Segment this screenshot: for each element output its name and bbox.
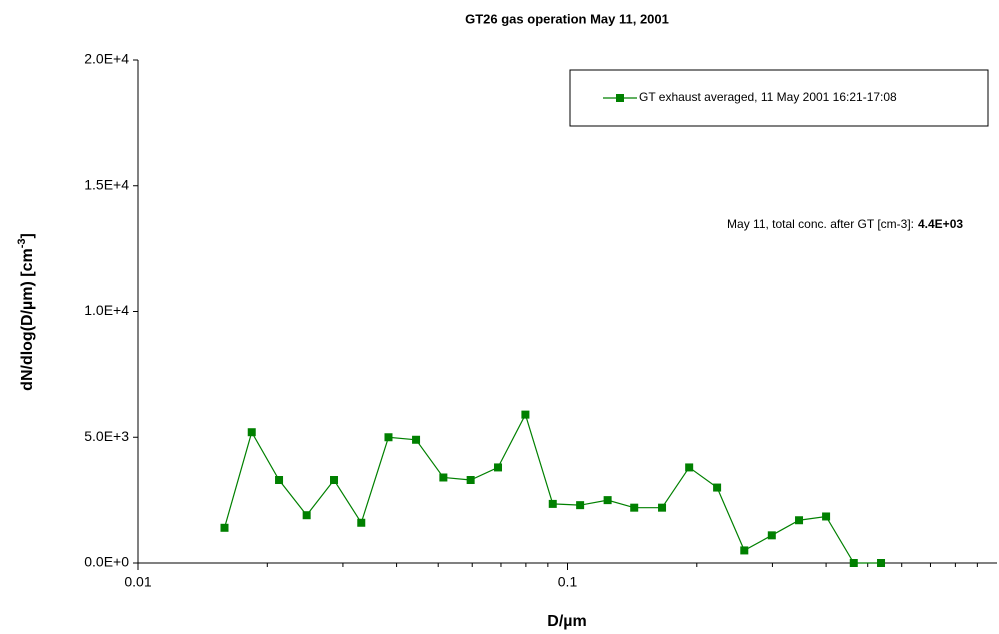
marker xyxy=(548,499,557,508)
marker xyxy=(357,518,366,527)
marker xyxy=(658,503,667,512)
marker xyxy=(685,463,694,472)
legend-marker xyxy=(616,94,624,102)
y-tick-label: 1.0E+4 xyxy=(84,302,129,318)
marker xyxy=(603,496,612,505)
y-tick-label: 0.0E+0 xyxy=(84,554,129,570)
marker xyxy=(384,433,393,442)
marker xyxy=(275,476,284,485)
annotation-value: 4.4E+03 xyxy=(918,217,963,231)
y-tick-label: 1.5E+4 xyxy=(84,176,129,192)
marker xyxy=(247,428,256,437)
legend-label: GT exhaust averaged, 11 May 2001 16:21-1… xyxy=(639,90,897,104)
marker xyxy=(849,559,858,567)
legend-box xyxy=(569,69,989,127)
marker xyxy=(220,523,229,532)
y-tick-label: 2.0E+4 xyxy=(84,51,129,67)
x-tick-label: 0.1 xyxy=(558,574,578,590)
y-axis-label: dN/dlog(D/µm) [cm-3] xyxy=(16,233,36,391)
marker xyxy=(630,503,639,512)
y-label-sup: -3 xyxy=(16,239,28,249)
marker xyxy=(439,473,448,482)
marker xyxy=(466,476,475,485)
y-label-text: dN/dlog(D/µm) [cm xyxy=(19,248,36,391)
x-axis-label: D/µm xyxy=(547,613,586,630)
marker xyxy=(822,512,831,521)
marker xyxy=(877,559,886,567)
annotation-text: May 11, total conc. after GT [cm-3]: xyxy=(727,217,914,231)
x-tick-label: 0.01 xyxy=(124,574,151,590)
marker xyxy=(767,531,776,540)
chart-title: GT26 gas operation May 11, 2001 xyxy=(465,11,669,26)
marker xyxy=(521,410,530,419)
marker xyxy=(330,476,339,485)
y-label-end: ] xyxy=(19,233,36,238)
marker xyxy=(412,435,421,444)
marker xyxy=(576,501,585,510)
marker xyxy=(494,463,503,472)
series-line xyxy=(223,413,882,564)
marker xyxy=(795,516,804,525)
marker xyxy=(302,511,311,520)
y-tick-label: 5.0E+3 xyxy=(84,428,129,444)
marker xyxy=(713,483,722,492)
marker xyxy=(740,546,749,555)
